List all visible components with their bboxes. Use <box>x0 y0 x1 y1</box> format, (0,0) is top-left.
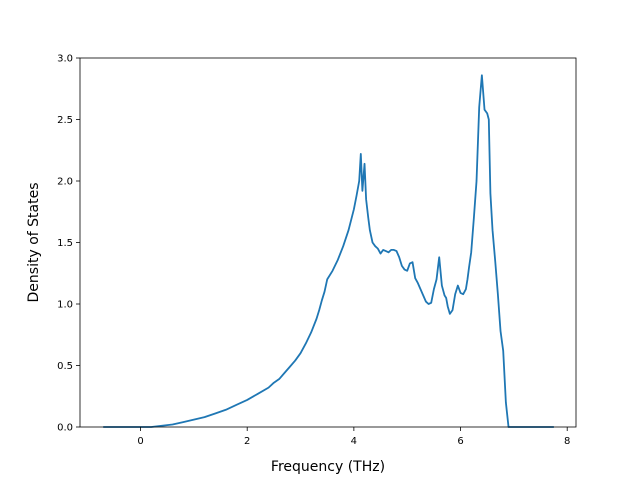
dos-series-line-0 <box>103 74 554 428</box>
x-tick-label: 2 <box>244 436 250 447</box>
x-tick-label: 0 <box>137 436 143 447</box>
y-tick-label: 0.5 <box>57 361 73 372</box>
x-tick-label: 6 <box>457 436 463 447</box>
y-tick-label: 2.0 <box>57 177 73 188</box>
y-tick-label: 3.0 <box>57 54 73 65</box>
y-axis-label: Density of States <box>26 183 42 303</box>
x-tick-label: 4 <box>351 436 357 447</box>
y-tick-label: 2.5 <box>57 115 73 126</box>
y-tick-label: 0.0 <box>57 423 73 434</box>
y-axis: 0.0 0.5 1.0 1.5 2.0 2.5 3.0 <box>57 54 80 434</box>
y-tick-label: 1.0 <box>57 300 73 311</box>
x-axis: 0 2 4 6 8 <box>137 427 570 447</box>
plot-area <box>103 74 554 428</box>
x-tick-label: 8 <box>564 436 570 447</box>
x-axis-label: Frequency (THz) <box>271 459 385 475</box>
y-tick-label: 1.5 <box>57 238 73 249</box>
